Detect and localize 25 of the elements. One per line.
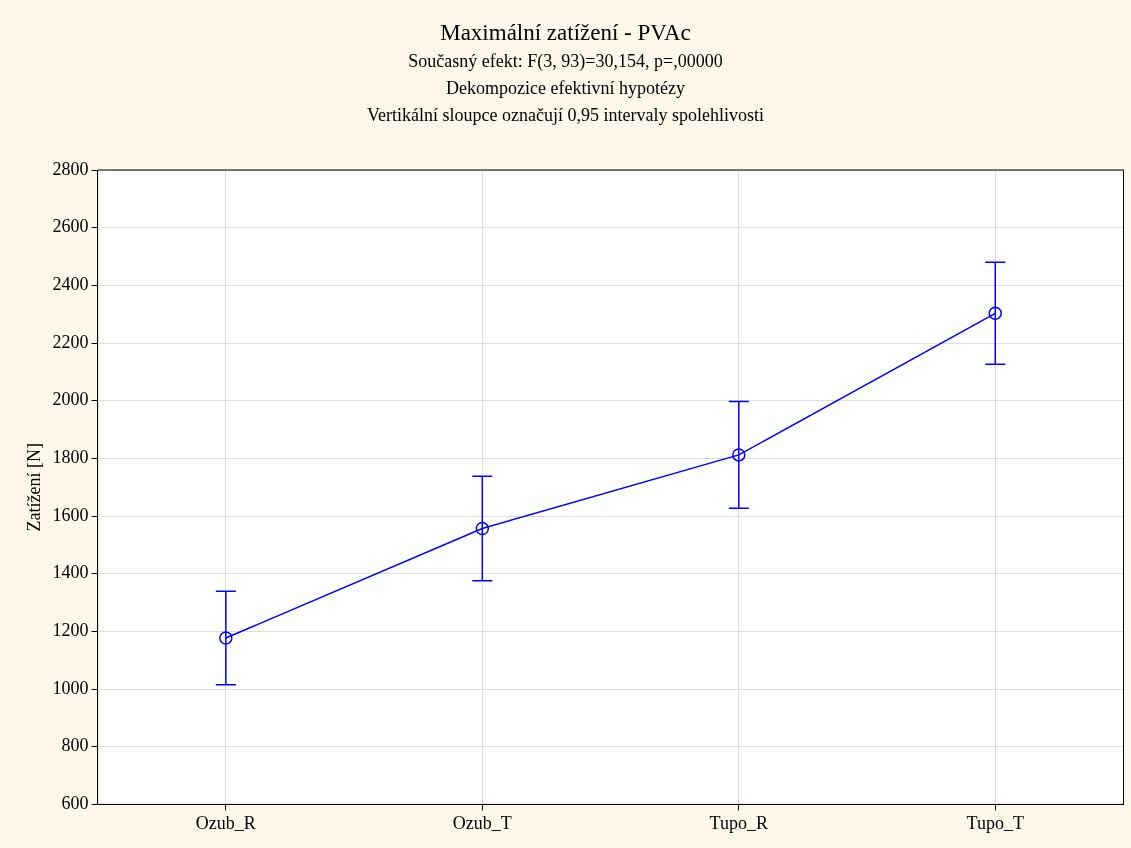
x-tick-label: Tupo_R	[709, 812, 768, 833]
y-tick-label: 2600	[52, 216, 89, 237]
point	[732, 448, 746, 462]
y-tick-label: 1600	[52, 504, 89, 525]
x-tick-label: Tupo_T	[966, 812, 1024, 833]
text: Dekompozice efektivní hypotézy	[445, 77, 686, 100]
point	[988, 306, 1003, 321]
y-axis-title: Zatížení [N]	[23, 442, 44, 532]
y-tick-label: 2400	[52, 274, 89, 295]
text: Vertikální sloupce označují 0,95 intervaly spolehlivosti	[366, 104, 765, 127]
chart-title: Maximální zatížení - PVAc	[439, 19, 692, 47]
point	[475, 521, 490, 536]
y-tick-label: 1400	[52, 562, 89, 583]
y-tick-label: 1000	[52, 677, 89, 698]
y-tick-label: 1800	[52, 447, 89, 468]
text: Současný efekt: F(3, 93)=30,154, p=,00000	[407, 50, 724, 73]
point	[219, 631, 233, 645]
y-tick-label: 800	[61, 735, 89, 756]
y-tick-label: 2000	[52, 389, 89, 410]
y-tick-label: 2800	[52, 158, 89, 179]
x-tick-label: Ozub_T	[452, 812, 512, 833]
y-tick-label: 600	[61, 793, 89, 814]
y-tick-label: 2200	[52, 331, 89, 352]
y-tick-label: 1200	[52, 620, 89, 641]
x-tick-label: Ozub_R	[195, 812, 256, 833]
